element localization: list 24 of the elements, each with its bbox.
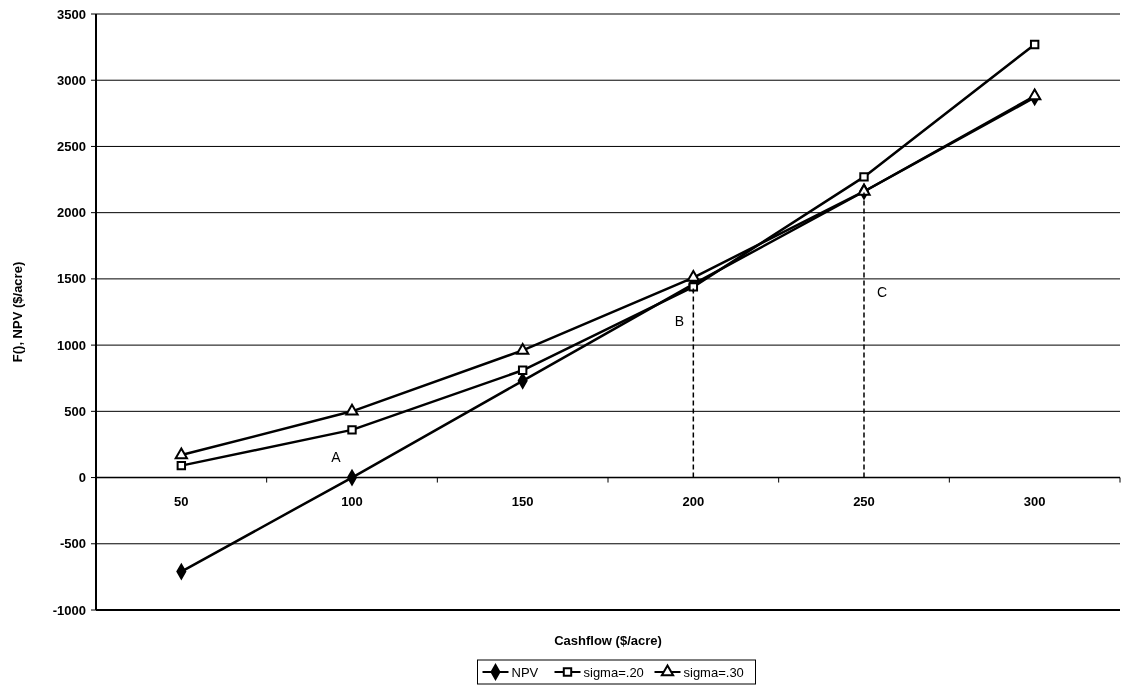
x-tick-label: 150 [511, 493, 534, 509]
x-tick-label: 100 [341, 493, 363, 509]
y-axis-title: F(), NPV ($/acre) [10, 261, 25, 363]
x-axis-title: Cashflow ($/acre) [554, 633, 662, 648]
x-tick-label: 300 [1023, 493, 1046, 509]
annotation: C [876, 284, 888, 301]
y-tick-label: 2000 [57, 205, 86, 221]
y-tick-label: -1000 [52, 602, 86, 618]
legend-label: sigma=.30 [683, 664, 744, 680]
y-tick-label: 1000 [57, 337, 86, 353]
y-tick-label: 1500 [57, 271, 86, 287]
y-tick-label: 2500 [57, 138, 86, 154]
x-tick-label: 250 [853, 493, 875, 509]
y-tick-label: 3000 [57, 72, 86, 88]
x-tick-label: 200 [682, 493, 705, 509]
legend-label: NPV [511, 664, 539, 680]
y-tick-label: 0 [78, 470, 86, 486]
y-tick-label: -500 [59, 536, 86, 552]
legend-label: sigma=.20 [583, 664, 644, 680]
annotation: B [674, 313, 685, 330]
y-tick-label: 500 [64, 403, 86, 419]
y-tick-label: 3500 [57, 6, 86, 22]
x-tick-label: 50 [174, 493, 189, 509]
annotation: A [331, 449, 342, 466]
